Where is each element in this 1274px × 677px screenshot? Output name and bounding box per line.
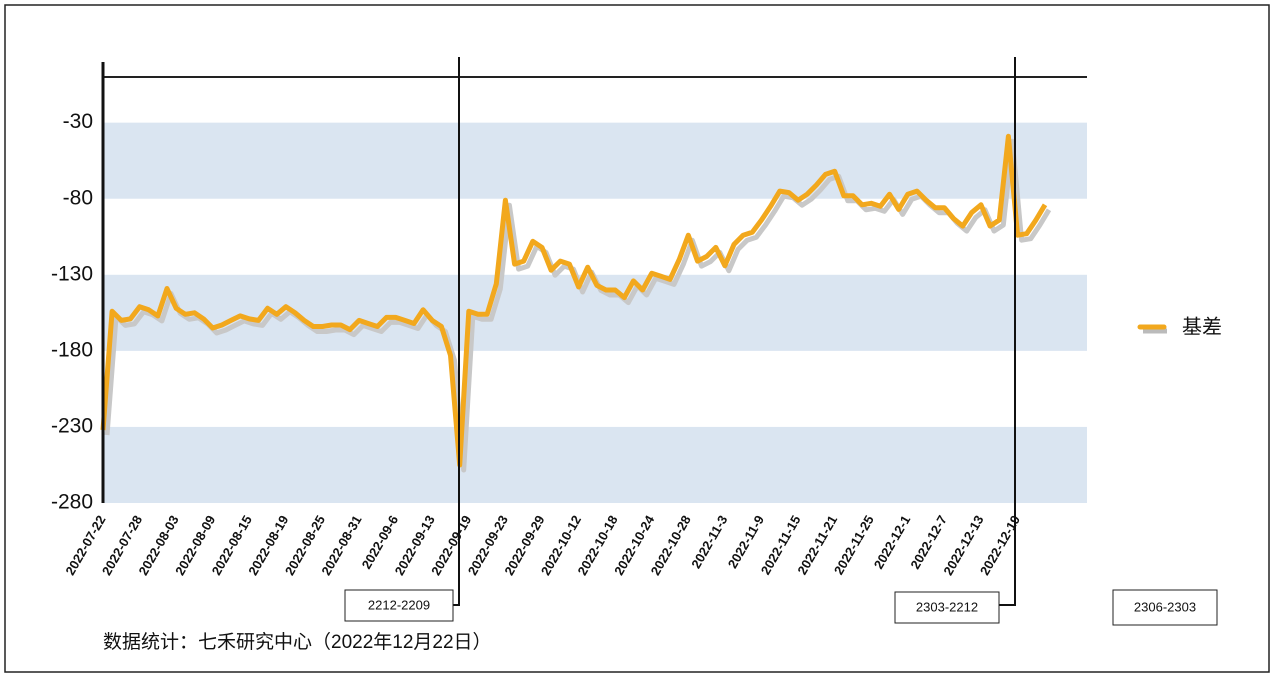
y-tick-label: -230 <box>51 414 93 437</box>
grid-band <box>103 426 1087 503</box>
y-tick-label: -30 <box>63 110 93 133</box>
y-tick-label: -80 <box>63 186 93 209</box>
source-note: 数据统计：七禾研究中心（2022年12月22日） <box>103 631 492 653</box>
annotation: 2212-2209 <box>368 597 430 612</box>
annotation-box <box>344 589 454 622</box>
rollover-line <box>999 57 1016 606</box>
annotation-box <box>1112 589 1218 626</box>
y-tick-label: -130 <box>51 262 93 285</box>
annotation: 2303-2212 <box>916 599 978 614</box>
rollover-line <box>453 57 460 606</box>
grid-band <box>103 122 1087 199</box>
y-tick-label: -280 <box>51 491 93 514</box>
legend-label: 基差 <box>1182 315 1222 338</box>
annotation: 2306-2303 <box>1134 599 1196 614</box>
y-tick-label: -180 <box>51 338 93 361</box>
annotation-box <box>894 591 1000 624</box>
line <box>100 133 1048 468</box>
